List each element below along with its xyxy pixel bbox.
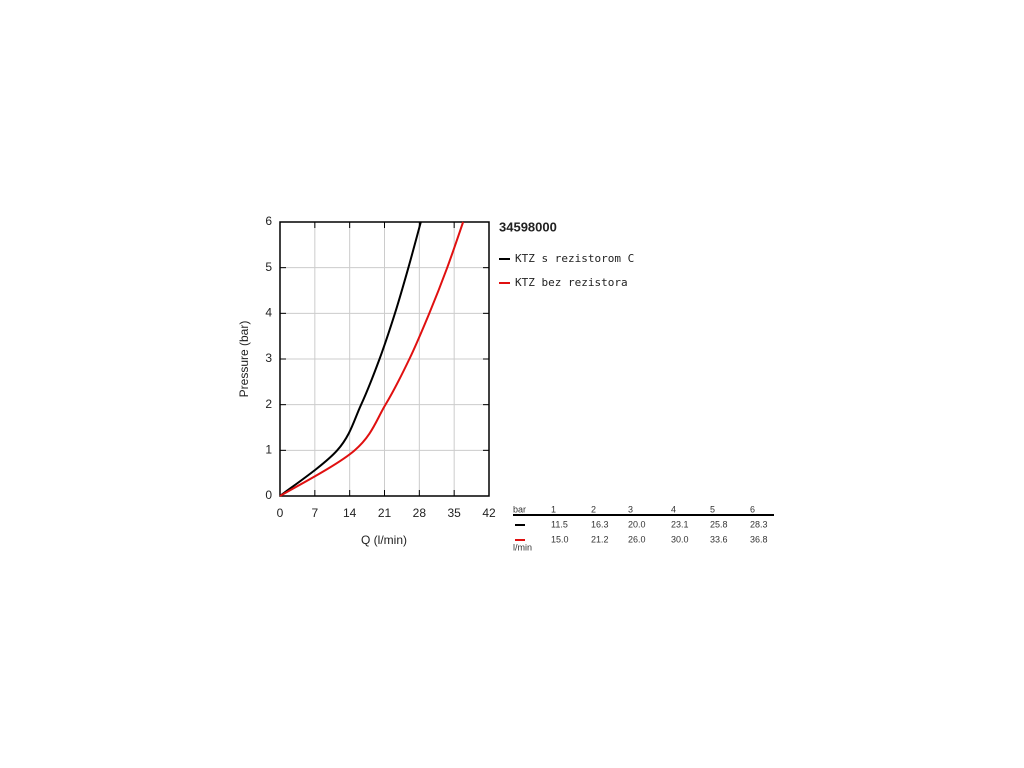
table-header: 4	[671, 504, 676, 514]
table-header: 3	[628, 504, 633, 514]
table-cell: 23.1	[671, 519, 689, 529]
table-cell: 25.8	[710, 519, 728, 529]
x-tick-label: 14	[343, 506, 357, 520]
chart-title: 34598000	[499, 219, 557, 234]
y-tick-label: 4	[265, 306, 272, 320]
y-tick-label: 6	[265, 214, 272, 228]
table-cell: 26.0	[628, 534, 646, 544]
y-tick-label: 2	[265, 397, 272, 411]
table-header: bar	[513, 504, 526, 514]
y-tick-label: 3	[265, 351, 272, 365]
y-axis-label: Pressure (bar)	[237, 321, 251, 398]
table-cell: 16.3	[591, 519, 609, 529]
line-series	[279, 221, 422, 497]
x-axis-label: Q (l/min)	[361, 533, 407, 547]
y-tick-label: 5	[265, 260, 272, 274]
table-cell: 33.6	[710, 534, 728, 544]
table-header: 1	[551, 504, 556, 514]
x-tick-label: 0	[277, 506, 284, 520]
legend-label: KTZ bez rezistora	[515, 276, 628, 289]
table-cell: 21.2	[591, 534, 609, 544]
table-cell: 20.0	[628, 519, 646, 529]
plot-frame	[279, 221, 490, 497]
line-series	[279, 221, 465, 497]
legend-label: KTZ s rezistorom C	[515, 252, 634, 265]
table-header: 5	[710, 504, 715, 514]
table-unit: l/min	[513, 542, 532, 552]
table-cell: 15.0	[551, 534, 569, 544]
x-tick-label: 28	[413, 506, 427, 520]
table-header: 6	[750, 504, 755, 514]
x-tick-label: 42	[482, 506, 496, 520]
table-header: 2	[591, 504, 596, 514]
x-tick-label: 7	[311, 506, 318, 520]
table-cell: 36.8	[750, 534, 768, 544]
x-tick-label: 35	[447, 506, 461, 520]
y-tick-label: 0	[265, 488, 272, 502]
table-cell: 30.0	[671, 534, 689, 544]
x-tick-label: 21	[378, 506, 392, 520]
table-cell: 28.3	[750, 519, 768, 529]
table-cell: 11.5	[551, 519, 568, 529]
y-tick-label: 1	[265, 443, 272, 457]
